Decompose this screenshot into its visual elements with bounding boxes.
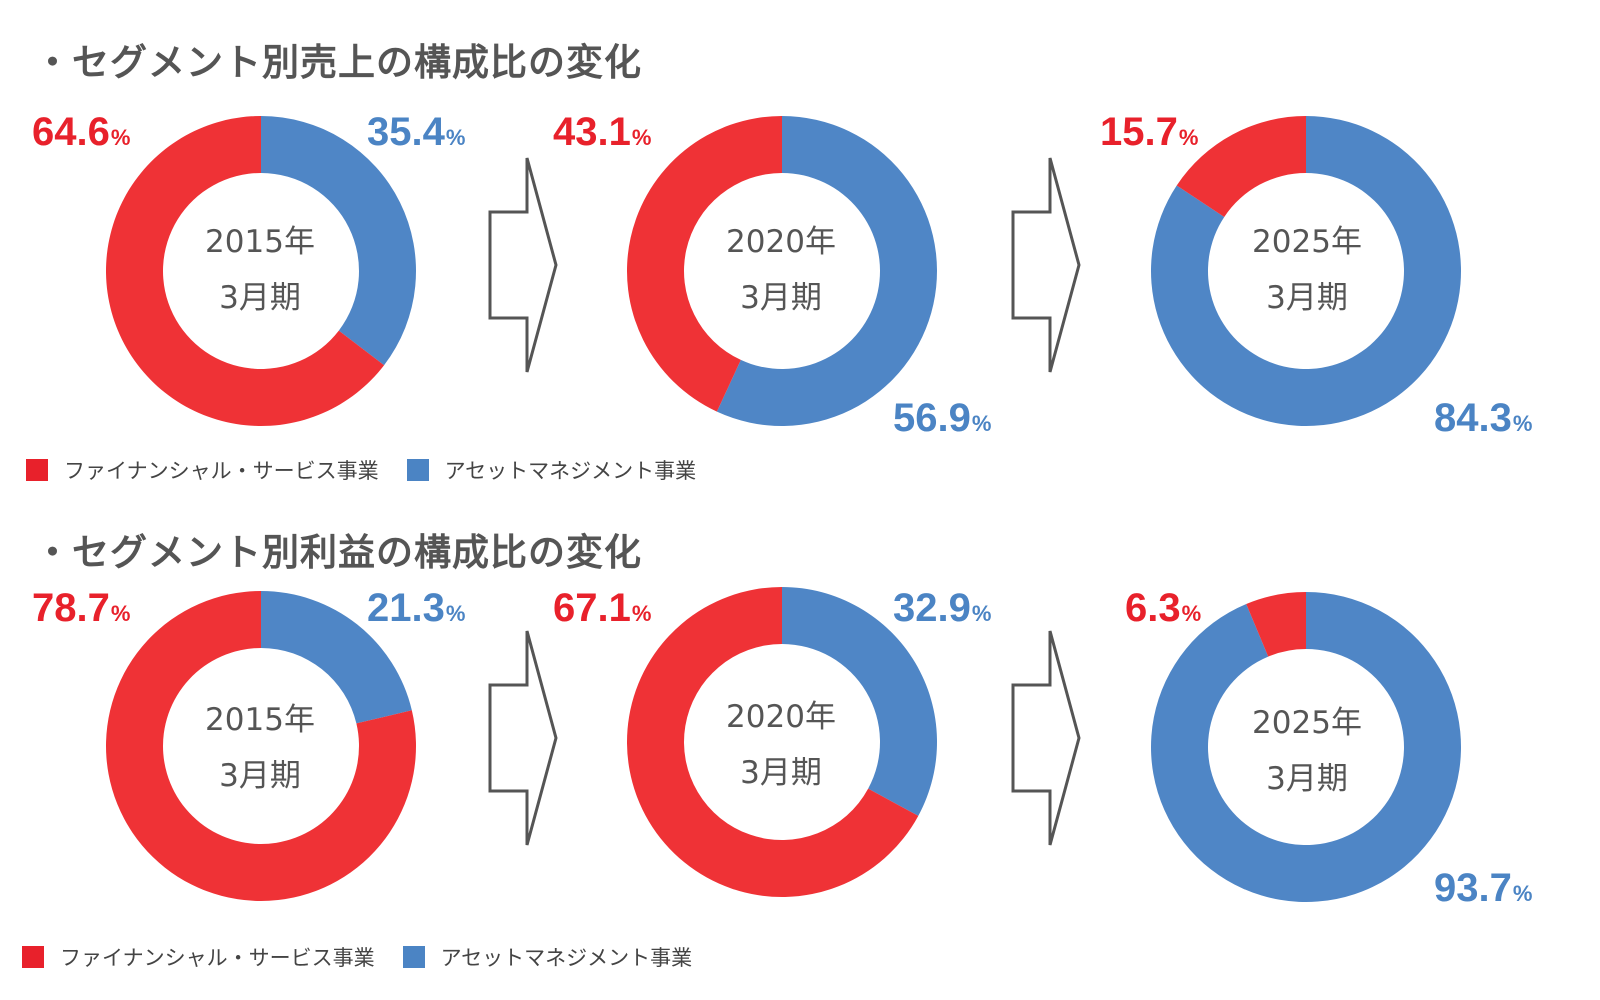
legend-label-asset: アセットマネジメント事業 <box>440 946 693 970</box>
profit-section: ・セグメント別利益の構成比の変化 78.7% 21.3% 2015年 3月期 6… <box>0 490 1600 990</box>
legend-swatch-asset <box>406 459 429 481</box>
financial-percent-label: 43.1% <box>553 110 652 154</box>
donut-slice-asset <box>1151 116 1462 426</box>
donut-center-label: 2015年 3月期 <box>160 214 360 326</box>
year-label: 2020年 <box>726 699 836 735</box>
donut-slice-asset <box>261 116 416 366</box>
legend-label-asset: アセットマネジメント事業 <box>444 459 697 483</box>
section-title: ・セグメント別利益の構成比の変化 <box>34 531 642 574</box>
legend-label-financial: ファイナンシャル・サービス事業 <box>64 459 379 483</box>
donut-center-label: 2020年 3月期 <box>681 214 881 326</box>
arrow-right-icon <box>1011 157 1081 373</box>
donut-slice-financial <box>626 116 782 412</box>
year-label: 2015年 <box>205 702 315 738</box>
financial-percent-label: 78.7% <box>32 586 131 630</box>
donut-center-label: 2015年 3月期 <box>160 692 360 804</box>
year-label: 2025年 <box>1252 705 1362 741</box>
legend: ファイナンシャル・サービス事業 アセットマネジメント事業 <box>26 455 724 485</box>
donut-center-label: 2025年 3月期 <box>1207 214 1407 326</box>
asset-percent-label: 93.7% <box>1434 866 1533 910</box>
donut-slice-asset <box>782 587 938 816</box>
arrow-right-icon <box>1011 630 1081 846</box>
donut-slice-financial <box>105 116 385 426</box>
donut-center-label: 2025年 3月期 <box>1207 695 1407 807</box>
legend-label-financial: ファイナンシャル・サービス事業 <box>60 946 375 970</box>
section-title: ・セグメント別売上の構成比の変化 <box>34 41 642 84</box>
financial-percent-label: 67.1% <box>553 586 652 630</box>
year-label: 2015年 <box>205 224 315 260</box>
legend-swatch-financial <box>26 459 48 481</box>
period-label: 3月期 <box>219 280 301 316</box>
financial-percent-label: 6.3% <box>1125 586 1202 630</box>
donut-slice-financial <box>105 591 416 901</box>
donut-slice-asset <box>261 591 412 724</box>
financial-percent-label: 64.6% <box>32 110 131 154</box>
period-label: 3月期 <box>1266 761 1348 797</box>
period-label: 3月期 <box>1266 280 1348 316</box>
donut-slice-financial <box>1246 592 1306 657</box>
year-label: 2025年 <box>1252 224 1362 260</box>
donut-slice-asset <box>716 116 937 426</box>
legend-swatch-financial <box>22 946 44 968</box>
financial-percent-label: 15.7% <box>1100 110 1199 154</box>
asset-percent-label: 35.4% <box>367 110 466 154</box>
sales-section: ・セグメント別売上の構成比の変化 64.6% 35.4% 2015年 3月期 4… <box>26 41 1533 485</box>
profit-donut-charts <box>105 587 1461 902</box>
donut-slice-financial <box>1176 116 1306 217</box>
asset-percent-label: 56.9% <box>893 396 992 440</box>
donut-slice-financial <box>627 587 919 897</box>
legend: ファイナンシャル・サービス事業 アセットマネジメント事業 <box>22 942 720 972</box>
asset-percent-label: 84.3% <box>1434 396 1533 440</box>
arrow-right-icon <box>488 630 558 846</box>
legend-swatch-asset <box>402 946 425 968</box>
arrow-right-icon <box>488 157 558 373</box>
sales-donut-charts <box>105 116 1462 426</box>
period-label: 3月期 <box>740 280 822 316</box>
period-label: 3月期 <box>740 755 822 791</box>
asset-percent-label: 32.9% <box>893 586 992 630</box>
year-label: 2020年 <box>726 224 836 260</box>
asset-percent-label: 21.3% <box>367 586 466 630</box>
donut-slice-asset <box>1151 592 1461 902</box>
period-label: 3月期 <box>219 758 301 794</box>
donut-center-label: 2020年 3月期 <box>681 689 881 801</box>
